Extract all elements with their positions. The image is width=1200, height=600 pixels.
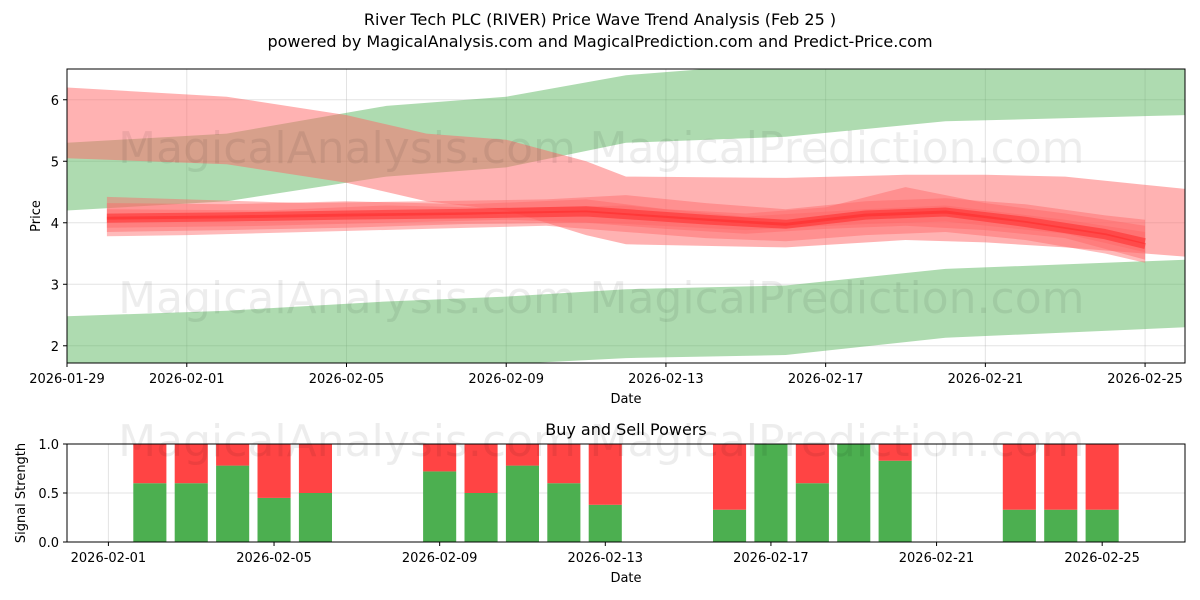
signal-x-tick-label: 2026-02-21	[899, 551, 975, 566]
signal-x-tick-label: 2026-02-09	[402, 551, 478, 566]
signal-x-tick-label: 2026-02-13	[568, 551, 644, 566]
sell-bar-2026-02-18	[795, 444, 829, 484]
red-wave-lines	[106, 206, 1146, 250]
price-x-tick-label: 2026-02-13	[628, 372, 704, 387]
sell-bar-2026-02-20	[878, 444, 912, 461]
price-chart: MagicalAnalysis.com MagicalPrediction.co…	[29, 68, 1186, 407]
price-y-tick-label: 2	[51, 340, 59, 355]
buy-bar-2026-02-06	[298, 493, 332, 542]
buy-bar-2026-02-24	[1044, 509, 1078, 542]
price-x-tick-label: 2026-02-21	[948, 372, 1024, 387]
sell-bar-2026-02-10	[464, 444, 498, 493]
watermark-top-left: MagicalAnalysis.com	[118, 123, 576, 174]
price-y-tick-label: 3	[51, 278, 59, 293]
price-chart-y-label: Price	[29, 200, 44, 232]
signal-x-tick-label: 2026-02-01	[71, 551, 147, 566]
buy-bar-2026-02-02	[133, 483, 167, 542]
signal-y-tick-label: 0.0	[38, 536, 59, 551]
buy-sell-chart: Buy and Sell Powers MagicalAnalysis.com …	[14, 416, 1186, 586]
watermark-top-right: MagicalPrediction.com	[590, 123, 1085, 174]
price-x-tick-label: 2026-02-05	[309, 372, 385, 387]
sell-bar-2026-02-05	[257, 444, 291, 498]
buy-bar-2026-02-12	[547, 483, 581, 542]
red-band-3	[106, 187, 1146, 260]
price-x-tick-label: 2026-02-25	[1107, 372, 1183, 387]
price-x-tick-label: 2026-01-29	[29, 372, 105, 387]
sell-bar-2026-02-13	[588, 444, 622, 505]
sell-bar-2026-02-09	[423, 444, 457, 472]
watermark-bottom-right: MagicalPrediction.com	[590, 416, 1085, 467]
sell-bar-2026-02-12	[547, 444, 581, 484]
price-x-tick-label: 2026-02-09	[468, 372, 544, 387]
buy-bar-2026-02-20	[878, 460, 912, 542]
price-chart-y-ticks: 2 3 4 5 6	[51, 94, 67, 355]
price-y-tick-label: 4	[51, 217, 59, 232]
price-chart-x-label: Date	[610, 392, 641, 407]
red-wave-line-2	[106, 210, 1146, 250]
price-chart-x-ticks: 2026-01-29 2026-02-01 2026-02-05 2026-02-09…	[29, 363, 1183, 387]
buy-sell-chart-x-ticks: 2026-02-01 2026-02-05 2026-02-09 2026-02-13…	[71, 542, 1140, 566]
watermark-bottom-left: MagicalAnalysis.com	[118, 416, 576, 467]
buy-sell-chart-y-ticks: 0.0 0.5 1.0	[38, 438, 67, 551]
buy-bar-2026-02-11	[505, 465, 539, 542]
sell-bar-2026-02-02	[133, 444, 167, 484]
buy-sell-bars	[133, 444, 1119, 542]
buy-bar-2026-02-19	[837, 444, 871, 542]
buy-bar-2026-02-03	[174, 483, 208, 542]
red-wave-line-1	[106, 206, 1146, 245]
sell-bar-2026-02-23	[1002, 444, 1036, 510]
price-x-tick-label: 2026-02-01	[149, 372, 225, 387]
buy-bar-2026-02-05	[257, 497, 291, 542]
buy-bar-2026-02-13	[588, 504, 622, 542]
sell-bar-2026-02-03	[174, 444, 208, 484]
signal-x-tick-label: 2026-02-25	[1064, 551, 1140, 566]
green-band-2	[67, 259, 1185, 363]
sell-bar-2026-02-25	[1085, 444, 1119, 510]
buy-bar-2026-02-23	[1002, 509, 1036, 542]
price-y-tick-label: 5	[51, 155, 59, 170]
sell-bar-2026-02-06	[298, 444, 332, 493]
buy-sell-chart-y-label: Signal Strength	[14, 443, 29, 543]
sell-bar-2026-02-04	[216, 444, 250, 466]
signal-y-tick-label: 1.0	[38, 438, 59, 453]
figure-title-line-2: powered by MagicalAnalysis.com and Magic…	[267, 32, 932, 51]
sell-bar-2026-02-24	[1044, 444, 1078, 510]
signal-x-tick-label: 2026-02-17	[733, 551, 809, 566]
buy-bar-2026-02-10	[464, 493, 498, 542]
buy-sell-chart-x-label: Date	[610, 571, 641, 586]
buy-bar-2026-02-09	[423, 471, 457, 542]
signal-y-tick-label: 0.5	[38, 487, 59, 502]
watermark-mid-right: MagicalPrediction.com	[590, 273, 1085, 324]
signal-x-tick-label: 2026-02-05	[236, 551, 312, 566]
watermark-mid-left: MagicalAnalysis.com	[118, 273, 576, 324]
sell-bar-2026-02-11	[505, 444, 539, 466]
buy-bar-2026-02-25	[1085, 509, 1119, 542]
buy-bar-2026-02-16	[713, 509, 747, 542]
price-x-tick-label: 2026-02-17	[788, 372, 864, 387]
buy-bar-2026-02-17	[754, 444, 788, 542]
buy-bar-2026-02-18	[795, 483, 829, 542]
sell-bar-2026-02-16	[713, 444, 747, 510]
figure-title-line-1: River Tech PLC (RIVER) Price Wave Trend …	[364, 10, 836, 29]
price-y-tick-label: 6	[51, 94, 59, 109]
buy-bar-2026-02-04	[216, 465, 250, 542]
price-chart-frame	[66, 68, 1186, 364]
buy-sell-chart-title: Buy and Sell Powers	[545, 420, 707, 439]
